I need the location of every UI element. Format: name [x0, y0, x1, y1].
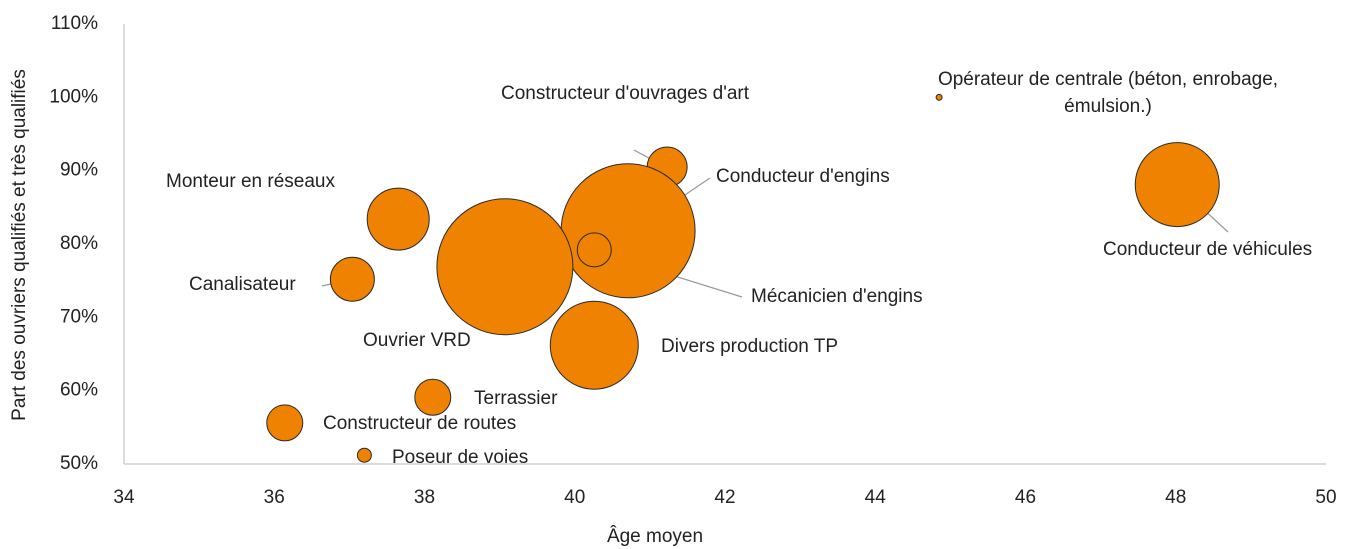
bubble	[935, 93, 943, 101]
x-axis-label: Âge moyen	[607, 525, 703, 547]
bubble-label: Canalisateur	[189, 274, 296, 295]
bubble	[329, 256, 375, 302]
y-axis-label: Part des ouvriers qualifiés et très qual…	[9, 69, 30, 421]
bubble	[366, 187, 430, 251]
x-tick-label: 46	[1015, 487, 1036, 508]
x-tick-label: 48	[1165, 487, 1186, 508]
y-tick-label: 100%	[49, 86, 98, 107]
bubble-label: Poseur de voies	[392, 447, 529, 468]
y-tick-label: 70%	[60, 306, 98, 327]
y-tick-label: 80%	[60, 233, 98, 254]
y-tick-label: 90%	[60, 160, 98, 181]
bubble-label: Terrassier	[474, 388, 558, 409]
bubble-label: Divers production TP	[661, 336, 839, 357]
bubble-label: Conducteur de véhicules	[1103, 239, 1313, 260]
bubble	[266, 404, 304, 442]
y-tick-label: 60%	[60, 380, 98, 401]
bubble	[414, 378, 452, 416]
bubble	[560, 163, 696, 299]
x-tick-label: 44	[865, 487, 887, 508]
bubble-label: Mécanicien d'engins	[751, 286, 923, 307]
bubble	[1134, 142, 1220, 228]
bubble-label: Constructeur de routes	[323, 413, 517, 434]
bubble	[436, 198, 574, 336]
bubble-label: Conducteur d'engins	[716, 166, 890, 187]
bubble	[356, 447, 372, 463]
y-tick-label: 50%	[60, 453, 98, 474]
x-tick-label: 38	[414, 487, 435, 508]
bubble-label: Opérateur de centrale (béton, enrobage, …	[937, 69, 1279, 117]
x-tick-label: 34	[113, 487, 135, 508]
x-tick-label: 42	[714, 487, 735, 508]
bubble	[576, 232, 612, 268]
y-tick-label: 110%	[51, 13, 98, 34]
bubble-label: Constructeur d'ouvrages d'art	[500, 83, 750, 104]
x-tick-label: 40	[564, 487, 585, 508]
bubble-label: Monteur en réseaux	[166, 171, 335, 192]
x-tick-label: 50	[1315, 487, 1336, 508]
bubble	[549, 300, 639, 390]
bubble-label: Ouvrier VRD	[363, 330, 471, 351]
x-tick-label: 36	[264, 487, 285, 508]
